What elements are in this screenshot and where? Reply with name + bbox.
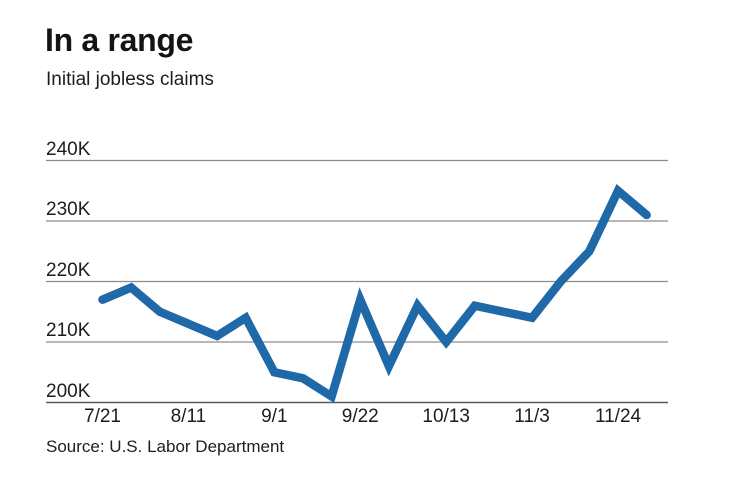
x-tick-label: 10/13 [422, 406, 470, 427]
source-note: Source: U.S. Labor Department [46, 437, 285, 456]
y-tick-label: 200K [46, 380, 91, 402]
claims-series-line [98, 183, 651, 404]
y-tick-label: 220K [46, 259, 91, 281]
x-tick-label: 8/11 [170, 406, 207, 427]
y-tick-label: 210K [46, 320, 91, 341]
chart-subtitle: Initial jobless claims [46, 69, 214, 90]
x-tick-label: 11/24 [594, 406, 642, 427]
x-tick-label: 9/1 [261, 406, 288, 427]
y-tick-label: 240K [46, 138, 91, 160]
x-tick-label: 11/3 [514, 406, 550, 427]
x-tick-label: 7/21 [84, 406, 121, 427]
y-tick-label: 230K [46, 199, 91, 220]
chart-title: In a range [45, 22, 194, 58]
x-tick-label: 9/22 [341, 406, 379, 427]
